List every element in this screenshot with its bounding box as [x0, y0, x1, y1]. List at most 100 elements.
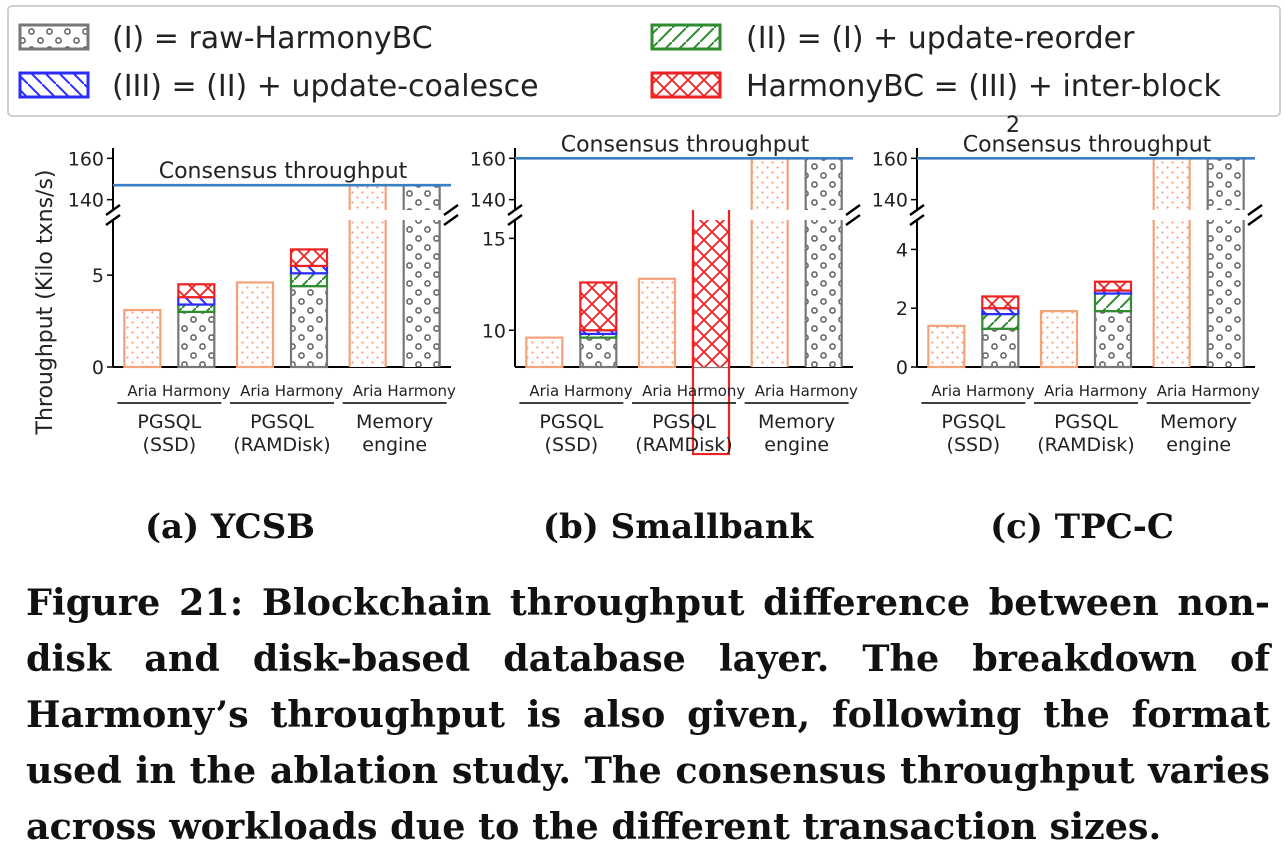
y-tick-label: 140	[872, 190, 908, 212]
group-label: Memory	[758, 411, 835, 433]
bar-harmony-raw	[579, 336, 618, 369]
x-tick-label-aria: Aria	[127, 382, 157, 400]
x-tick-label-harmony: Harmony	[789, 382, 858, 400]
x-tick-label-harmony: Harmony	[966, 382, 1035, 400]
legend-entry-coalesce: (III) = (II) + update-coalesce	[18, 69, 539, 104]
x-tick-label-aria: Aria	[1157, 382, 1187, 400]
group-label: PGSQL	[137, 411, 201, 433]
y-tick-label: 10	[482, 320, 506, 342]
subcaption-smallbank: (b) Smallbank	[543, 507, 815, 547]
x-tick-label-aria: Aria	[1044, 382, 1074, 400]
axis-break-mark	[1247, 204, 1263, 216]
axis-break-mark	[909, 204, 925, 216]
group-label: (SSD)	[143, 434, 197, 456]
y-tick-label: 5	[92, 265, 104, 287]
legend-entry-reorder: (II) = (I) + update-reorder	[650, 21, 1135, 56]
bar-harmony-coalesce	[289, 264, 329, 275]
bar-harmony-coalesce	[177, 296, 216, 306]
y-tick-label: 15	[482, 228, 506, 250]
group-label: (SSD)	[545, 434, 599, 456]
y-tick-label: 140	[470, 190, 506, 212]
legend-entry-inter: HarmonyBC = (III) + inter-block	[650, 69, 1222, 104]
x-tick-label-harmony: Harmony	[162, 382, 231, 400]
bar-aria-upper	[751, 158, 788, 210]
stray-glyph: 2	[1006, 113, 1020, 138]
y-tick-label: 140	[68, 190, 104, 212]
group-label: PGSQL	[941, 411, 1005, 433]
x-tick-label-aria: Aria	[529, 382, 559, 400]
axis-break-mark	[1247, 214, 1263, 226]
bar-harmony-reorder	[177, 303, 216, 313]
subcaption-tpcc: (c) TPC-C	[990, 507, 1174, 547]
legend-swatch-reorder	[650, 23, 722, 51]
bar-harmony-inter	[579, 281, 618, 332]
subcaption-ycsb: (a) YCSB	[145, 507, 315, 547]
x-tick-label-harmony: Harmony	[275, 382, 344, 400]
bar-harmony-inter-upper-edge	[691, 210, 731, 456]
bar-harmony-raw-upper	[403, 185, 440, 210]
legend-swatch-inter	[650, 71, 722, 99]
group-label: engine	[362, 434, 427, 456]
x-tick-label-aria: Aria	[240, 382, 270, 400]
axis-break-mark	[443, 204, 459, 216]
group-label: (RAMDisk)	[635, 434, 732, 456]
consensus-label: Consensus throughput	[159, 159, 408, 184]
bar-harmony-raw	[981, 327, 1020, 369]
y-tick-label: 4	[896, 239, 908, 261]
legend-entry-raw: (I) = raw-HarmonyBC	[18, 21, 433, 56]
legend-swatch-raw	[18, 23, 90, 51]
consensus-label: Consensus throughput	[561, 132, 810, 157]
bar-harmony-reorder	[1093, 292, 1133, 313]
axis-break-mark	[845, 214, 861, 226]
bar-aria	[235, 281, 275, 369]
group-label: engine	[764, 434, 829, 456]
bar-aria	[751, 220, 788, 367]
group-label: Memory	[356, 411, 433, 433]
legend-label-reorder: (II) = (I) + update-reorder	[746, 21, 1135, 56]
y-axis-label: Throughput (Kilo txns/s)	[33, 170, 58, 436]
group-label: PGSQL	[652, 411, 716, 433]
bar-aria	[1039, 310, 1079, 369]
bar-aria-upper	[1153, 158, 1190, 210]
bar-harmony-raw	[289, 285, 329, 369]
bar-aria	[123, 308, 162, 369]
axis-break-mark	[845, 204, 861, 216]
axis-break-mark	[507, 204, 523, 216]
x-tick-label-aria: Aria	[931, 382, 961, 400]
axis-break-mark	[909, 214, 925, 226]
bar-harmony-raw	[805, 220, 842, 367]
bar-aria	[525, 336, 564, 369]
bar-aria	[349, 220, 386, 367]
bar-harmony-reorder	[981, 312, 1020, 330]
x-tick-label-harmony: Harmony	[387, 382, 456, 400]
y-tick-label: 2	[896, 298, 908, 320]
x-tick-label-harmony: Harmony	[677, 382, 746, 400]
group-label: PGSQL	[539, 411, 603, 433]
bar-harmony-inter	[981, 295, 1020, 310]
axis-break-mark	[105, 204, 121, 216]
y-tick-label: 0	[92, 357, 104, 379]
bar-harmony-inter	[1093, 280, 1133, 292]
group-label: PGSQL	[250, 411, 314, 433]
consensus-label: Consensus throughput	[963, 132, 1212, 157]
bar-harmony-raw-upper	[1207, 158, 1244, 210]
bar-aria-upper	[349, 185, 386, 210]
x-tick-label-harmony: Harmony	[1079, 382, 1148, 400]
bar-harmony-reorder	[289, 272, 329, 288]
bar-harmony-inter	[289, 248, 329, 268]
x-tick-label-aria: Aria	[642, 382, 672, 400]
y-tick-label: 160	[470, 148, 506, 170]
bar-harmony-raw	[403, 220, 440, 367]
legend-label-coalesce: (III) = (II) + update-coalesce	[112, 69, 539, 104]
axis-break-mark	[507, 214, 523, 226]
y-tick-label: 0	[896, 357, 908, 379]
bar-harmony-inter	[693, 220, 729, 367]
bar-aria	[1153, 220, 1190, 367]
bar-harmony-raw	[1093, 310, 1133, 369]
x-tick-label-harmony: Harmony	[564, 382, 633, 400]
group-label: engine	[1166, 434, 1231, 456]
